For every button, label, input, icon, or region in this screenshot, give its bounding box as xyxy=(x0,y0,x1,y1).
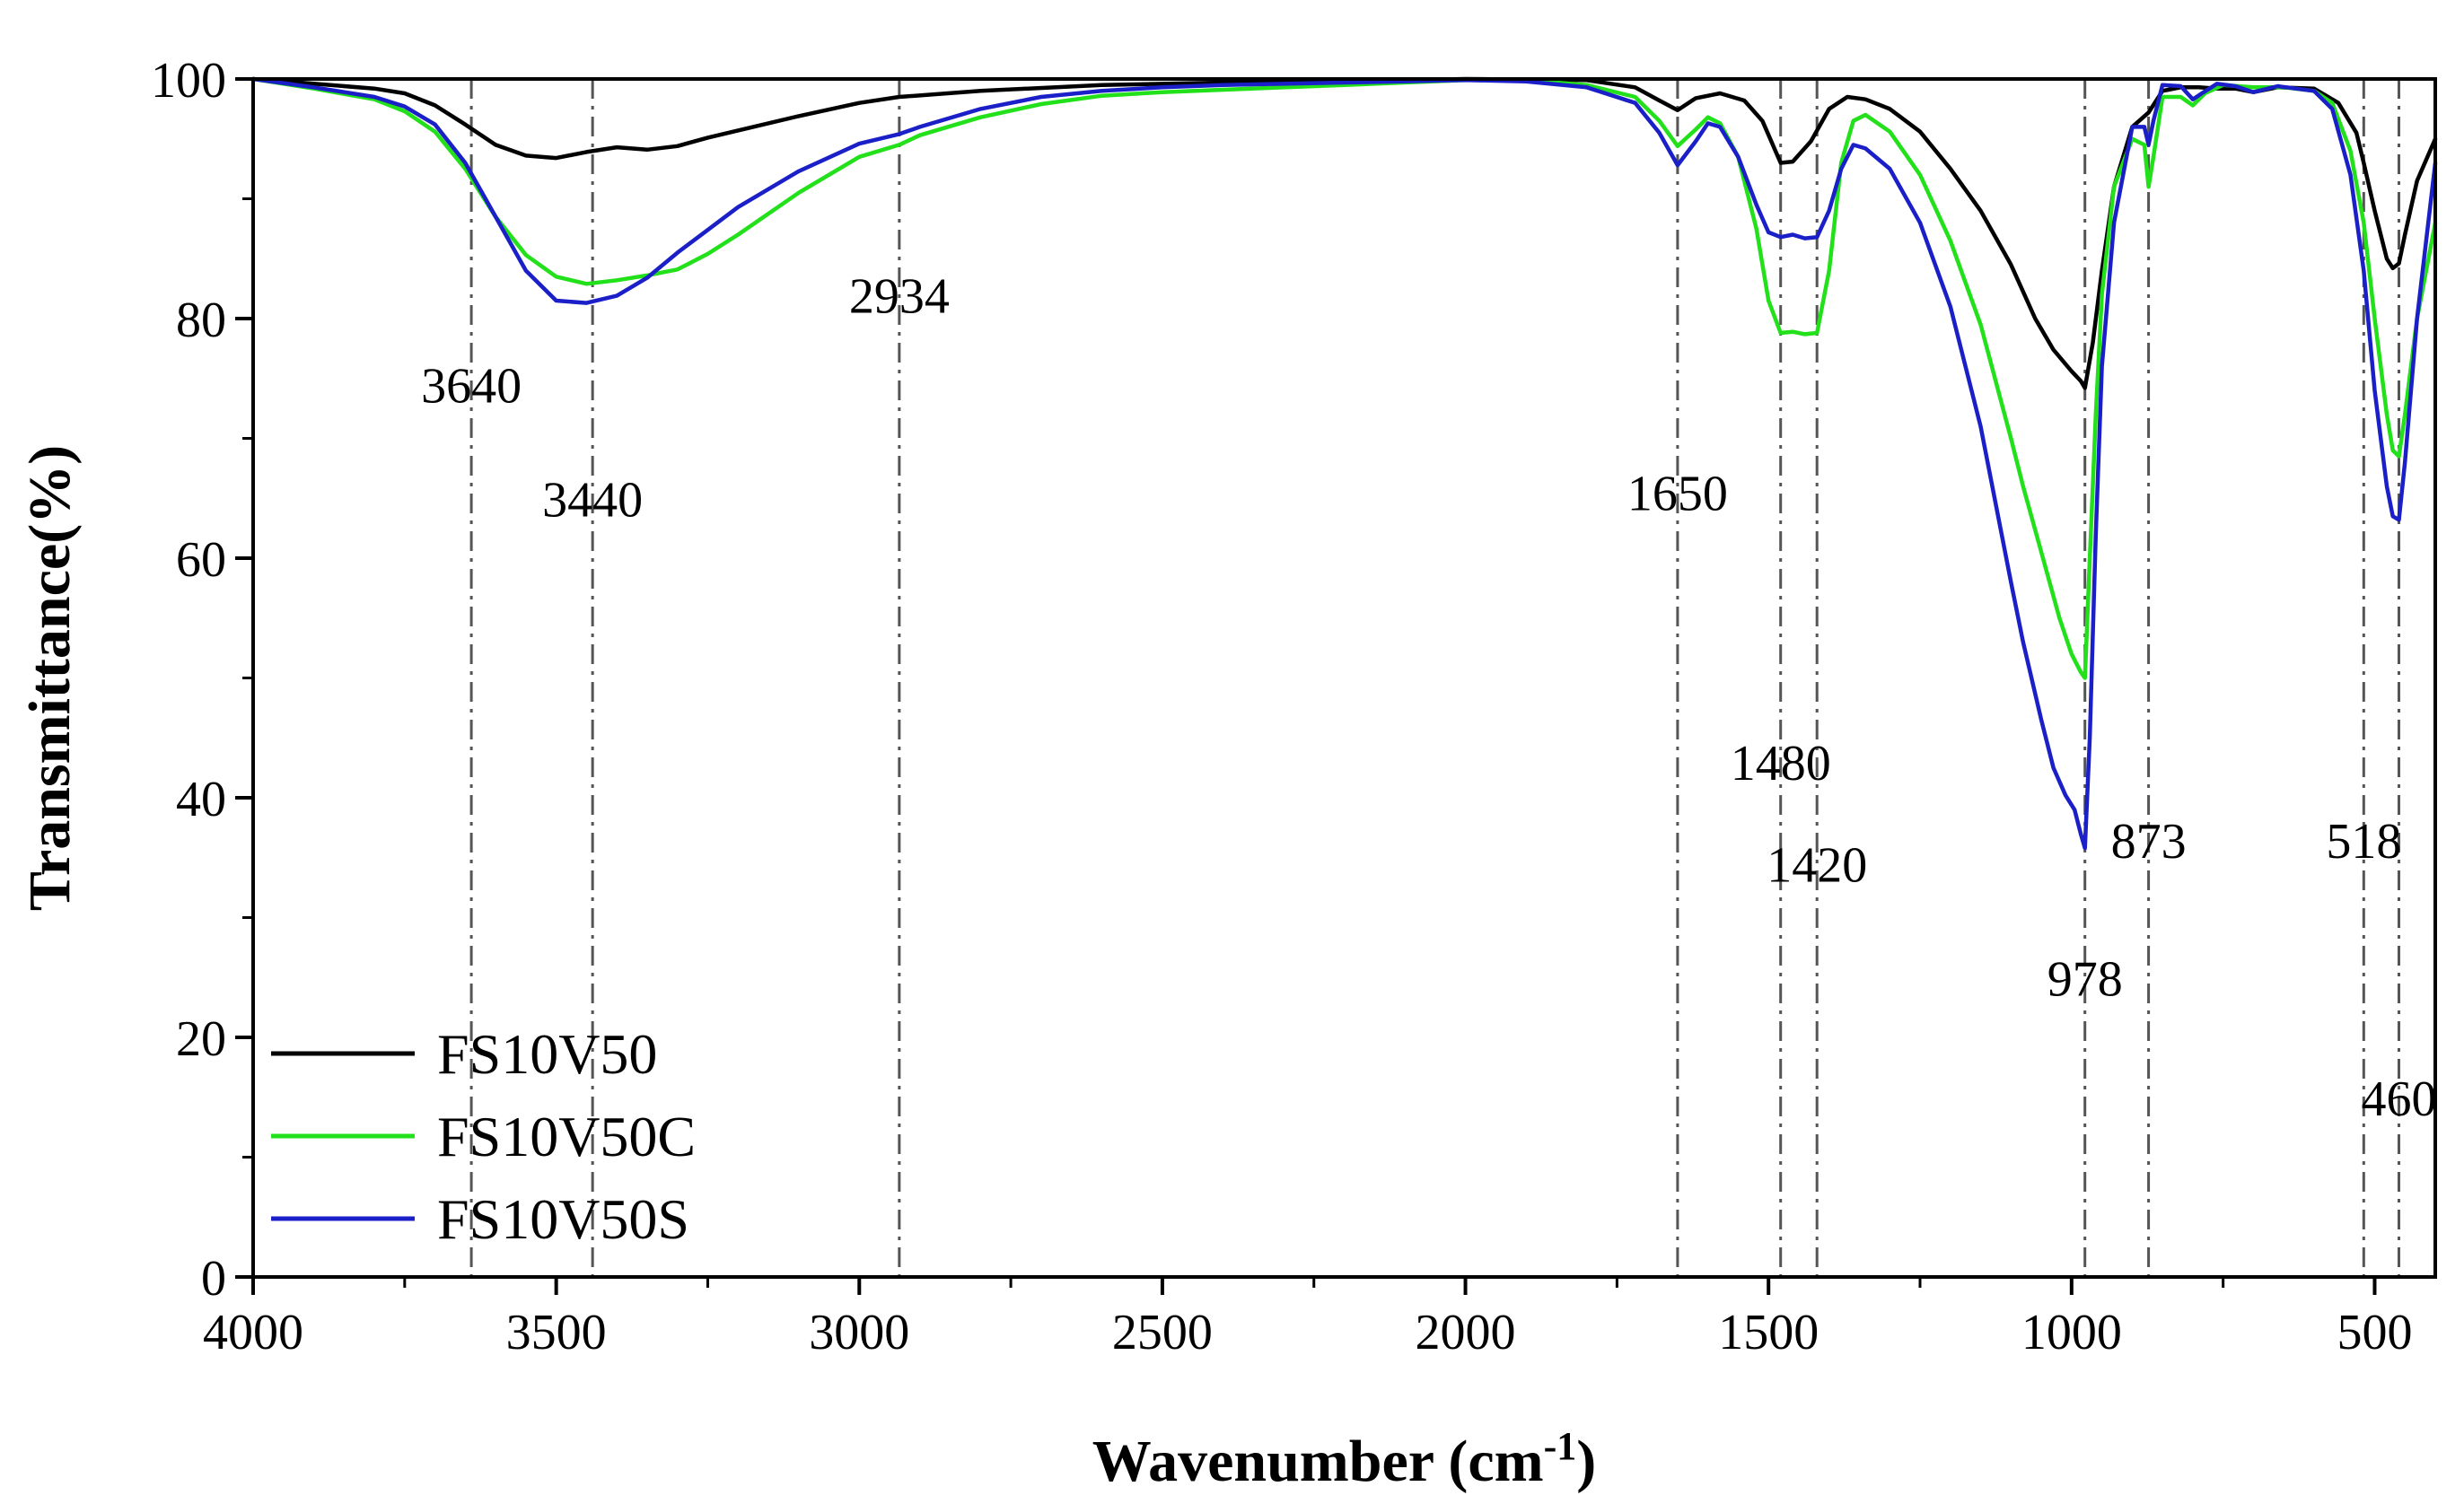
y-tick-label: 0 xyxy=(201,1251,226,1307)
x-axis-title: Wavenumber (cm-1) xyxy=(1092,1424,1597,1494)
y-tick-label: 20 xyxy=(176,1011,226,1067)
peak-label-460: 460 xyxy=(2361,1071,2436,1127)
y-tick-label: 60 xyxy=(176,532,226,588)
x-tick-label: 1500 xyxy=(1718,1305,1819,1360)
x-tick-label: 3000 xyxy=(809,1305,909,1360)
x-axis-ticks: 4000 3500 3000 2500 2000 1500 1000 500 xyxy=(203,1277,2412,1360)
x-tick-label: 1000 xyxy=(2021,1305,2122,1360)
peak-label-3640: 3640 xyxy=(421,358,522,414)
peak-label-2934: 2934 xyxy=(849,268,950,324)
series-line-fs10v50c xyxy=(250,76,2438,680)
x-tick-label: 2000 xyxy=(1416,1305,1516,1360)
y-tick-label: 80 xyxy=(176,293,226,348)
legend-label-fs10v50c: FS10V50C xyxy=(437,1105,696,1168)
y-axis-ticks: 0 20 40 60 80 100 xyxy=(151,53,253,1307)
peak-label-873: 873 xyxy=(2111,814,2187,870)
peak-label-1420: 1420 xyxy=(1767,837,1867,893)
peak-label-978: 978 xyxy=(2047,951,2123,1007)
y-tick-label: 100 xyxy=(151,53,226,109)
x-tick-label: 500 xyxy=(2337,1305,2412,1360)
y-tick-label: 40 xyxy=(176,772,226,827)
peak-label-1480: 1480 xyxy=(1731,736,1831,791)
x-tick-label: 3500 xyxy=(506,1305,607,1360)
series-layer xyxy=(250,76,2438,851)
peak-label-518: 518 xyxy=(2326,814,2401,870)
y-axis-title: Transmittance(%) xyxy=(17,445,83,911)
peak-label-3440: 3440 xyxy=(542,472,643,528)
legend-label-fs10v50s: FS10V50S xyxy=(437,1187,689,1251)
peak-annotations: 3640 3440 2934 1650 1480 1420 978 873 518 460 xyxy=(421,268,2436,1126)
peak-label-1650: 1650 xyxy=(1627,467,1728,522)
x-tick-label: 2500 xyxy=(1112,1305,1213,1360)
x-tick-label: 4000 xyxy=(203,1305,303,1360)
legend-label-fs10v50: FS10V50 xyxy=(437,1022,657,1086)
series-line-fs10v50s xyxy=(250,76,2438,851)
legend: FS10V50 FS10V50C FS10V50S xyxy=(271,1022,696,1251)
